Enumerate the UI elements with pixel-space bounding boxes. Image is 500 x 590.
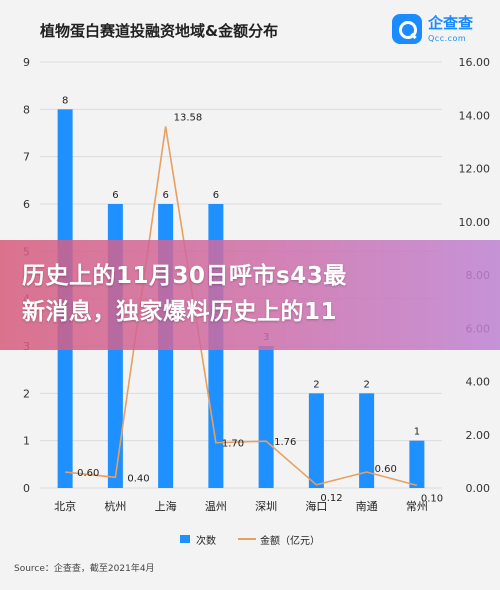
- bar-data-label: 6: [162, 190, 168, 201]
- logo-sub: Qcc.com: [428, 34, 467, 43]
- line-data-label: 1.70: [222, 439, 244, 450]
- line-data-label: 0.10: [421, 493, 443, 504]
- magnifier-icon: [392, 14, 422, 44]
- chart-title: 植物蛋白赛道投融资地域&金额分布: [40, 22, 279, 40]
- y-left-tick-label: 1: [23, 435, 30, 448]
- y-left-tick-label: 0: [23, 482, 30, 495]
- bar-data-label: 2: [363, 379, 369, 390]
- legend-line-swatch: [238, 538, 256, 540]
- y-right-tick-label: 14.00: [459, 109, 491, 122]
- y-right-tick-label: 4.00: [466, 376, 491, 389]
- x-tick-label: 上海: [155, 499, 177, 513]
- headline-line-2: 新消息，独家爆料历史上的11: [22, 299, 338, 325]
- line-data-label: 0.40: [127, 473, 149, 484]
- amount-line: [65, 126, 418, 487]
- line-data-label: 0.60: [77, 468, 99, 479]
- bar-data-label: 2: [313, 379, 319, 390]
- line-data-label: 1.76: [274, 437, 296, 448]
- bar-data-label: 8: [62, 95, 68, 106]
- y-right-tick-label: 0.00: [466, 482, 491, 495]
- bar: [258, 346, 274, 488]
- x-tick-label: 南通: [356, 500, 378, 513]
- logo-name: 企查查: [428, 14, 474, 32]
- y-right-tick-label: 16.00: [459, 56, 491, 69]
- bar: [308, 393, 324, 488]
- y-left-tick-label: 6: [23, 198, 30, 211]
- line-data-label: 0.60: [375, 464, 397, 475]
- legend-label-count: 次数: [196, 536, 216, 547]
- x-tick-label: 深圳: [255, 500, 277, 513]
- x-tick-label: 常州: [406, 500, 428, 513]
- bar: [409, 440, 425, 488]
- x-tick-label: 北京: [54, 499, 76, 513]
- legend-bar-swatch: [180, 535, 190, 543]
- bar: [359, 393, 375, 488]
- y-left-tick-label: 7: [23, 151, 30, 164]
- headline-text: 历史上的11月30日呼市s43最 新消息，独家爆料历史上的11: [22, 258, 500, 330]
- bar-data-label: 1: [414, 427, 420, 438]
- y-right-tick-label: 12.00: [459, 163, 491, 176]
- qcc-logo: 企查查 Qcc.com: [392, 12, 492, 48]
- x-tick-label: 温州: [205, 500, 227, 513]
- line-data-label: 13.58: [174, 112, 203, 123]
- y-left-tick-label: 8: [23, 103, 30, 116]
- headline-banner: 历史上的11月30日呼市s43最 新消息，独家爆料历史上的11: [0, 240, 500, 350]
- y-left-tick-label: 9: [23, 56, 30, 69]
- line-data-label: 0.12: [320, 493, 342, 504]
- y-right-tick-label: 10.00: [459, 216, 491, 229]
- bar-data-label: 6: [213, 190, 219, 201]
- y-left-tick-label: 2: [23, 387, 30, 400]
- y-right-tick-label: 2.00: [466, 429, 491, 442]
- bar-data-label: 6: [112, 190, 118, 201]
- x-tick-label: 杭州: [104, 499, 126, 513]
- x-tick-label: 海口: [305, 499, 327, 513]
- headline-line-1: 历史上的11月30日呼市s43最: [22, 263, 347, 289]
- source-note: Source：企查查，截至2021年4月: [14, 564, 155, 574]
- legend-label-amount: 金额（亿元）: [260, 536, 320, 547]
